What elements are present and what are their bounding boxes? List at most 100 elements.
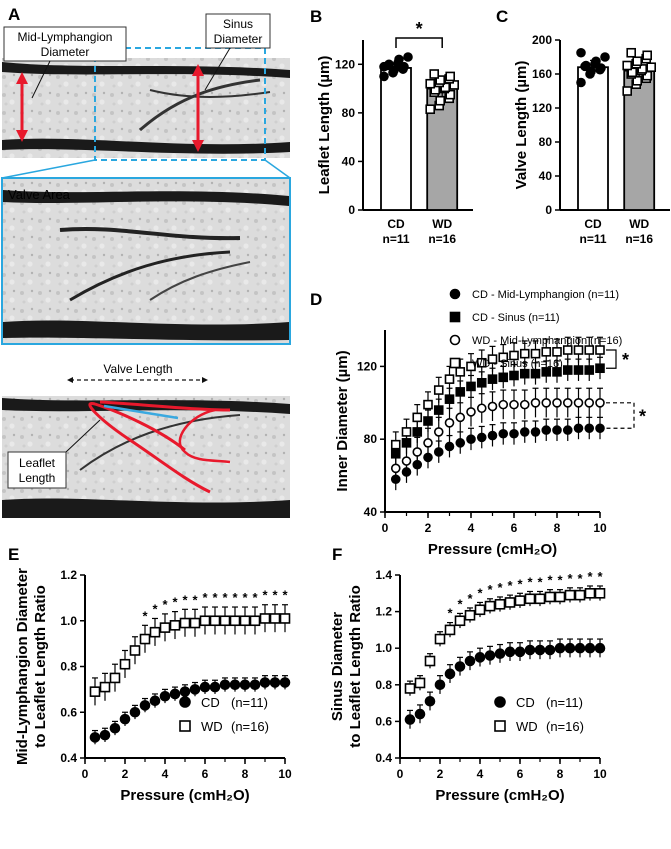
data-point-filled-square [595,363,605,374]
data-point-filled-square [509,370,519,381]
data-point-open-square [519,348,530,359]
panel-label-f: F [332,545,342,564]
data-point-open-square [445,89,456,100]
data-point-filled-circle [219,679,231,691]
y-tick-label: 80 [342,106,356,120]
data-point-open-square [435,75,446,85]
y-tick-label: 120 [335,57,355,71]
valve-area-label: Valve Area [8,187,71,202]
data-point-filled-square [541,367,552,377]
data-point-filled-circle [584,423,595,434]
panel-label-e: E [8,545,19,564]
legend-name: WD [201,719,223,734]
y-tick-label: 1.0 [375,641,392,655]
data-point-filled-circle [573,423,584,434]
legend-entry: CD - Sinus (n=11) [472,312,560,324]
data-point-filled-circle [89,732,101,743]
significance-star: * [577,571,583,586]
significance-star: * [416,19,423,39]
significance-star: * [152,601,158,616]
data-point-open-square [564,589,576,601]
y-tick-label: 40 [539,169,553,183]
data-point-open-circle [401,456,412,466]
data-point-open-square [524,593,536,605]
y-tick-label: 0.6 [60,705,77,719]
legend-name: WD [516,719,538,734]
data-point-open-circle [466,407,476,417]
chart-c-valve-length: 0 40 80 120 160 200 CDn=11 WDn=16 Valve Length (… [513,33,670,246]
significance-star: * [282,588,288,603]
data-point-filled-square [466,381,476,392]
panel-label-d: D [310,290,322,309]
x-tick-label: 6 [517,767,524,781]
y-tick-label: 0.8 [375,678,392,692]
data-point-filled-square [487,374,498,384]
data-point-open-square [554,591,566,603]
legend-entry: WD - Mid-Lymphangion (n=16) [472,335,622,347]
data-point-open-square [449,357,461,369]
data-point-filled-circle [444,441,455,452]
data-point-open-square [444,374,455,384]
data-point-open-square [99,681,111,693]
data-point-open-square [541,347,552,357]
svg-text:Diameter: Diameter [214,32,263,46]
y-tick-label: 40 [364,505,378,519]
data-point-filled-circle [454,661,466,672]
data-point-filled-circle [259,677,271,688]
mid-lymphangion-callout: Mid-Lymphangion Diameter [3,26,127,99]
data-point-open-square [642,50,653,61]
significance-bracket-solid [606,349,617,369]
data-point-filled-circle [394,54,404,65]
data-point-open-circle [541,397,552,408]
x-tick-label: 10 [593,767,607,781]
valve-sinus-outline [178,408,231,464]
data-point-open-square [189,617,201,629]
data-point-open-square [129,645,141,656]
significance-star: * [222,590,228,605]
data-point-open-square [424,655,436,667]
data-point-filled-circle [476,432,487,443]
data-point-filled-circle [574,642,586,654]
data-point-filled-circle [169,688,181,700]
y-tick-label: 0.6 [375,714,392,728]
y-tick-label: 0.4 [60,751,77,765]
significance-star: * [597,569,603,584]
y-tick-label: 0.4 [375,751,392,765]
data-point-open-square [562,345,573,355]
data-point-open-square [89,686,101,697]
data-point-filled-square [444,394,455,404]
zoom-region-box [94,47,266,161]
y-tick-label: 80 [539,135,553,149]
data-point-open-square [632,56,643,67]
x-tick-label: 0 [82,767,89,781]
data-point-filled-circle [129,706,141,718]
data-point-filled-circle [444,668,456,680]
data-point-open-square [179,617,191,629]
data-point-filled-circle [109,722,121,734]
data-point-filled-circle [504,646,516,658]
data-point-open-square [509,350,519,361]
sinus-callout: Sinus Diameter [204,13,271,91]
data-point-filled-circle [139,700,151,711]
significance-star: * [547,573,553,588]
data-point-filled-circle [594,642,606,654]
data-point-open-square [159,622,171,633]
y-axis-title-line-2: to Leaflet Length Ratio [32,585,49,748]
data-point-filled-circle [487,430,498,441]
data-point-filled-circle [149,695,161,707]
data-point-filled-circle [239,679,251,691]
data-point-open-square [169,620,181,631]
data-point-filled-circle [434,679,446,691]
x-tick-label: 10 [593,521,607,535]
data-point-filled-circle [403,52,413,62]
legend-n: (n=16) [546,719,584,734]
leaflet-outline-upper [99,400,231,412]
x-tick-label: 4 [477,767,484,781]
data-point-open-square [594,587,606,599]
data-point-filled-circle [562,425,573,435]
data-point-open-square [474,604,486,616]
data-point-filled-circle [189,684,201,695]
data-point-open-circle [509,399,519,410]
data-point-filled-circle [576,77,586,88]
data-point-open-circle [595,397,605,408]
